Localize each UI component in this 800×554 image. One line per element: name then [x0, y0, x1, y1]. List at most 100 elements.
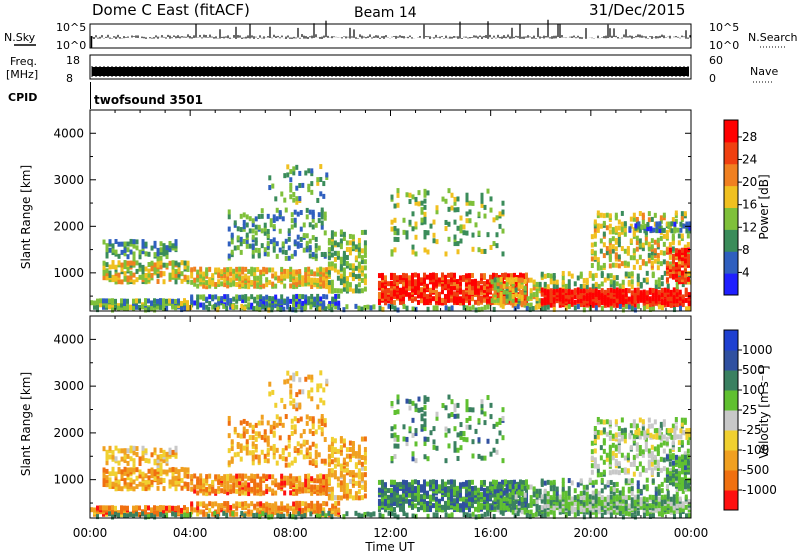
- velocity-cell: [496, 494, 500, 500]
- power-cell: [512, 272, 516, 278]
- power-cell: [132, 243, 136, 249]
- velocity-cell: [413, 496, 417, 502]
- velocity-cell: [322, 400, 326, 406]
- power-cell: [666, 283, 670, 289]
- velocity-cell: [419, 484, 423, 490]
- velocity-cell: [298, 475, 302, 481]
- velocity-cell: [508, 492, 512, 498]
- power-cell: [552, 306, 556, 312]
- power-cell: [671, 238, 675, 244]
- velocity-cell: [654, 503, 658, 509]
- velocity-cell: [476, 501, 480, 507]
- power-cell: [491, 272, 495, 278]
- power-cell: [174, 279, 178, 285]
- power-cell: [126, 264, 130, 270]
- power-cell: [144, 304, 147, 310]
- velocity-cell: [150, 479, 154, 485]
- power-cbar-tick: 4: [742, 265, 750, 279]
- velocity-cell: [174, 505, 177, 511]
- velocity-cell: [576, 501, 580, 507]
- power-cell: [644, 261, 648, 267]
- velocity-cell: [283, 490, 287, 496]
- velocity-cell: [518, 479, 522, 485]
- velocity-cell: [467, 507, 471, 513]
- power-cell: [390, 226, 394, 232]
- power-cell: [638, 265, 642, 271]
- power-cell: [241, 275, 245, 281]
- velocity-cell: [227, 433, 231, 439]
- power-cell: [681, 282, 685, 288]
- power-cell: [274, 275, 278, 281]
- power-cell: [496, 281, 500, 287]
- power-cell: [230, 239, 234, 245]
- power-cell: [414, 221, 418, 227]
- power-cell: [614, 237, 618, 243]
- velocity-cell: [630, 486, 634, 492]
- power-cell: [354, 244, 358, 250]
- velocity-cell: [286, 503, 290, 509]
- power-cell: [422, 278, 426, 284]
- power-cell: [627, 304, 631, 310]
- power-cell: [310, 181, 314, 187]
- power-cell: [383, 300, 387, 306]
- power-cell: [111, 274, 115, 280]
- power-cell: [345, 276, 349, 282]
- power-cell: [305, 243, 309, 249]
- power-cell: [423, 188, 427, 194]
- power-cell: [520, 284, 524, 290]
- power-cell: [357, 251, 361, 257]
- power-cell: [680, 211, 684, 217]
- power-cell: [290, 253, 294, 259]
- velocity-cell: [588, 499, 592, 505]
- power-cell: [333, 263, 337, 269]
- power-cell: [629, 238, 633, 244]
- power-cell: [274, 303, 278, 309]
- power-cell: [393, 225, 397, 231]
- power-cell: [558, 300, 562, 306]
- velocity-cell: [464, 484, 468, 490]
- velocity-cell: [501, 458, 505, 464]
- velocity-cell: [316, 387, 320, 393]
- power-cell: [546, 287, 550, 293]
- power-cell: [665, 230, 669, 236]
- velocity-cell: [499, 486, 503, 492]
- power-cell: [339, 229, 343, 235]
- power-cell: [476, 294, 480, 300]
- power-cell: [488, 287, 492, 293]
- power-cell: [423, 234, 427, 240]
- power-cell: [630, 294, 634, 300]
- power-cell: [392, 279, 396, 285]
- power-cell: [254, 247, 258, 253]
- power-cell: [605, 250, 609, 256]
- power-cell: [150, 306, 154, 312]
- power-cell: [650, 238, 654, 244]
- power-cell: [561, 270, 565, 276]
- power-cell: [238, 266, 242, 272]
- power-cell: [540, 287, 544, 293]
- velocity-cell: [426, 396, 430, 402]
- velocity-cell: [283, 505, 287, 511]
- nave-tick-hi: 60: [709, 54, 723, 67]
- velocity-cell: [535, 488, 539, 494]
- power-cell: [257, 224, 261, 230]
- velocity-cell: [555, 486, 559, 492]
- power-cell: [327, 269, 331, 275]
- velocity-cell: [283, 475, 287, 481]
- velocity-cell: [217, 511, 221, 517]
- power-cell: [337, 300, 341, 306]
- velocity-cell: [277, 482, 281, 488]
- velocity-cell: [299, 416, 303, 422]
- velocity-cell: [590, 463, 594, 469]
- power-cell: [450, 205, 454, 211]
- power-cell: [493, 285, 497, 291]
- power-cell: [268, 302, 272, 308]
- velocity-cell: [199, 486, 203, 492]
- velocity-cell: [292, 404, 296, 410]
- power-cell: [339, 238, 343, 244]
- power-cell: [687, 302, 691, 308]
- velocity-cell: [596, 463, 600, 469]
- power-cell: [156, 304, 159, 310]
- velocity-cell: [393, 454, 397, 460]
- freq-unit: [MHz]: [6, 68, 38, 81]
- velocity-cell: [615, 507, 619, 513]
